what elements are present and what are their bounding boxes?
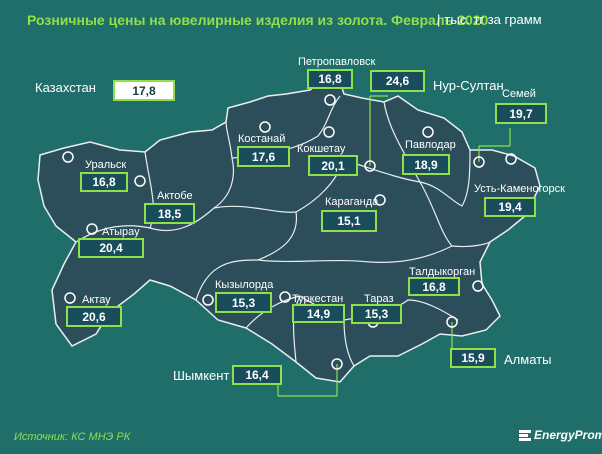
region-label-kokshetau: Кокшетау	[297, 143, 346, 155]
region-value-aktau: 20,6	[66, 306, 122, 327]
country-value-box: 17,8	[113, 80, 175, 101]
region-label-uralsk: Уральск	[85, 159, 127, 171]
city-marker	[324, 94, 336, 106]
region-label-nur-sultan: Нур-Султан	[433, 78, 504, 93]
city-marker	[374, 194, 386, 206]
region-value-nur-sultan: 24,6	[370, 70, 425, 92]
region-label-aktau: Актау	[82, 294, 111, 306]
city-marker	[323, 126, 335, 138]
brand-logo: EnergyProm	[518, 428, 602, 442]
region-value-petropavlovsk: 16,8	[307, 69, 353, 89]
region-value-kokshetau: 20,1	[308, 155, 358, 176]
region-value-turkestan: 14,9	[292, 304, 345, 323]
region-value-kyzylorda: 15,3	[215, 292, 272, 313]
region-label-shymkent: Шымкент	[173, 368, 230, 383]
region-value-shymkent: 16,4	[232, 365, 282, 385]
city-marker	[134, 175, 146, 187]
region-value-semey: 19,7	[495, 103, 547, 124]
region-label-aktobe: Актобе	[157, 190, 193, 202]
region-value-almaty: 15,9	[450, 348, 496, 368]
region-value-taraz: 15,3	[351, 304, 402, 324]
city-marker	[473, 156, 485, 168]
city-marker	[202, 294, 214, 306]
city-marker	[64, 292, 76, 304]
region-label-taraz: Тараз	[364, 293, 394, 305]
city-marker	[505, 153, 517, 165]
city-marker	[472, 280, 484, 292]
country-label: Казахстан	[35, 80, 96, 95]
leader-lines	[277, 95, 511, 397]
city-marker	[62, 151, 74, 163]
region-label-semey: Семей	[502, 88, 536, 100]
city-marker	[259, 121, 271, 133]
region-label-atyrau: Атырау	[102, 226, 140, 238]
region-value-karaganda: 15,1	[321, 210, 377, 232]
city-marker	[364, 160, 376, 172]
region-label-petropavlovsk: Петропавловск	[298, 56, 376, 68]
region-value-kostanay: 17,6	[237, 146, 290, 167]
region-value-taldykorgan: 16,8	[408, 277, 460, 296]
city-marker	[422, 126, 434, 138]
region-label-almaty: Алматы	[504, 352, 552, 367]
region-label-kostanay: Костанай	[238, 133, 286, 145]
region-label-ust-kamenogorsk: Усть-Каменогорск	[474, 183, 565, 195]
region-value-uralsk: 16,8	[80, 172, 128, 192]
units-label: | тыс. тг за грамм	[437, 12, 542, 27]
source-note: Источник: КС МНЭ РК	[14, 431, 131, 443]
city-marker	[446, 316, 458, 328]
chart-title: Розничные цены на ювелирные изделия из з…	[27, 12, 489, 28]
city-marker	[331, 358, 343, 370]
region-label-turkestan: Туркестан	[292, 293, 344, 305]
brand-icon	[519, 430, 531, 441]
region-label-taldykorgan: Талдыкорган	[409, 266, 476, 278]
region-value-pavlodar: 18,9	[402, 154, 450, 175]
region-label-pavlodar: Павлодар	[405, 139, 456, 151]
region-value-atyrau: 20,4	[78, 238, 144, 258]
region-value-ust-kamenogorsk: 19,4	[484, 197, 536, 217]
region-label-kyzylorda: Кызылорда	[215, 279, 274, 291]
region-label-karaganda: Караганда	[325, 196, 379, 208]
city-marker	[86, 223, 98, 235]
region-value-aktobe: 18,5	[144, 203, 195, 224]
city-marker	[279, 291, 291, 303]
